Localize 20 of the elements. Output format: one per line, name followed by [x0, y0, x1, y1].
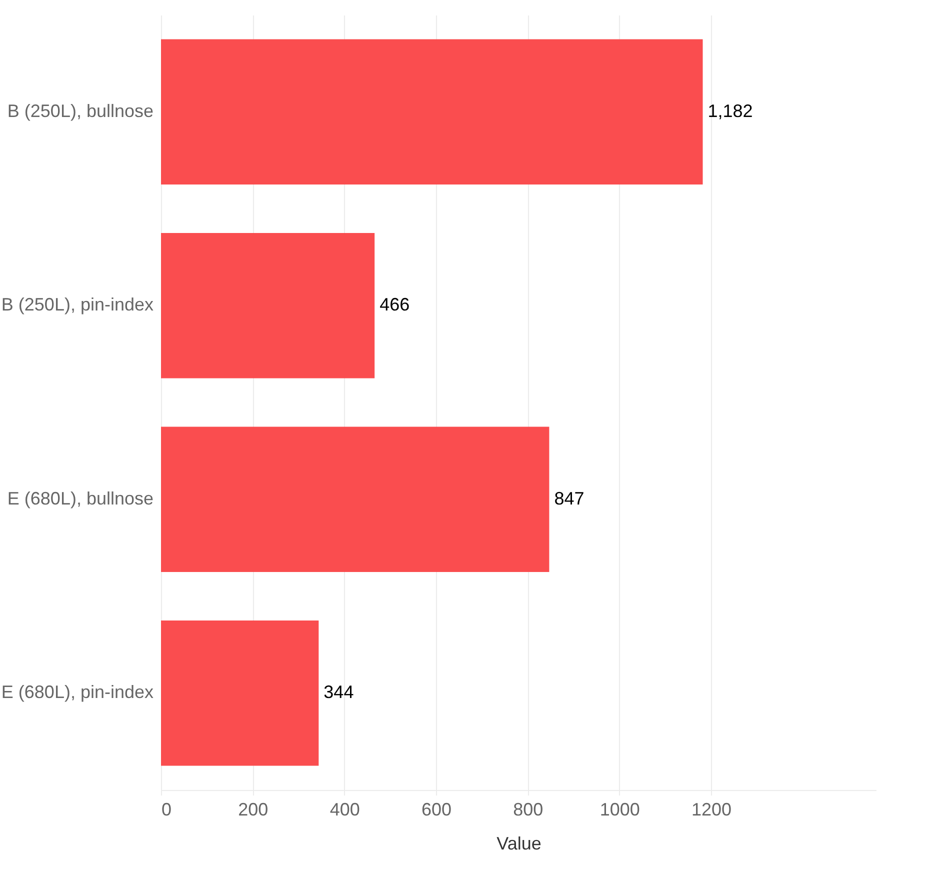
bar	[161, 39, 703, 185]
x-tick-label: 800	[513, 800, 544, 820]
data-label: 847	[554, 488, 584, 508]
x-tick-label: 0	[162, 800, 172, 820]
x-tick-label: 200	[238, 800, 268, 820]
x-tick-label: 600	[421, 800, 452, 820]
y-tick-label: B (250L), pin-index	[1, 294, 154, 315]
data-label: 1,182	[708, 100, 753, 121]
x-axis-title: Value	[496, 834, 542, 854]
x-tick-label: 400	[330, 800, 360, 820]
bar	[161, 232, 375, 378]
x-tick-label: 1000	[600, 800, 640, 820]
data-label: 344	[324, 682, 354, 702]
y-tick-label: E (680L), bullnose	[7, 488, 154, 508]
data-label: 466	[380, 294, 410, 315]
bar	[161, 620, 319, 766]
y-tick-label: B (250L), bullnose	[7, 100, 154, 121]
y-tick-label: E (680L), pin-index	[1, 682, 154, 702]
bar	[161, 426, 550, 572]
x-tick-label: 1200	[691, 800, 732, 820]
